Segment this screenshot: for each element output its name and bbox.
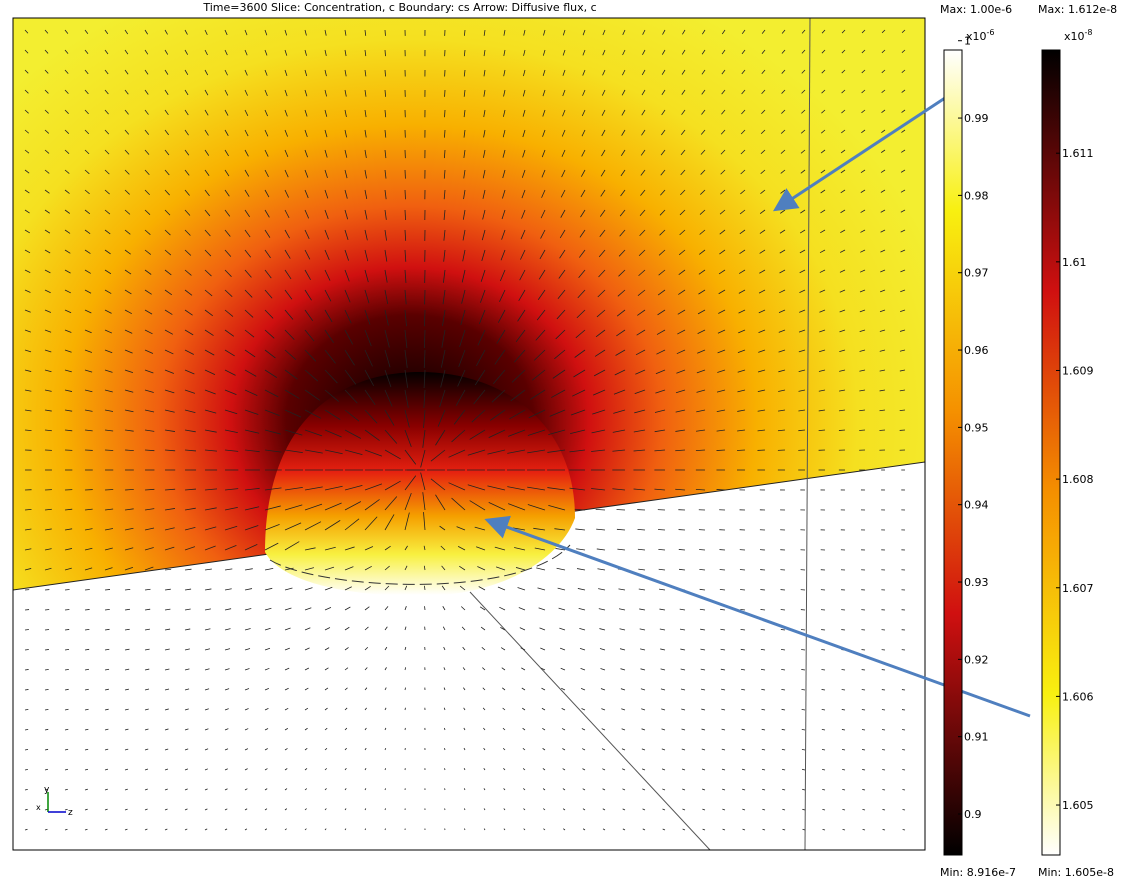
colorbar-exponent: x10-8 (1064, 28, 1093, 43)
flux-arrow (862, 769, 865, 770)
flux-arrow (25, 649, 29, 650)
flux-arrow (405, 688, 406, 690)
flux-arrow (717, 489, 725, 490)
flux-arrow (385, 788, 386, 790)
colorbar-tick-label: 0.98 (964, 189, 989, 202)
colorbar-tick-label: 1.609 (1062, 364, 1094, 377)
flux-arrow (105, 589, 110, 590)
flux-arrow (658, 529, 665, 530)
flux-arrow (882, 749, 885, 750)
flux-arrow (903, 809, 905, 810)
colorbar-tick-label: 0.96 (964, 344, 989, 357)
colorbar-tick-label: 0.93 (964, 576, 989, 589)
flux-arrow (821, 669, 825, 670)
flux-arrow (65, 629, 69, 630)
flux-arrow (65, 609, 69, 610)
colorbar-tick-label: 0.92 (964, 653, 989, 666)
flux-arrow (801, 649, 805, 650)
plot-area (13, 18, 925, 850)
flux-arrow (882, 809, 885, 810)
colorbar-tick-label: 1.611 (1062, 147, 1094, 160)
colorbar-max: Max: 1.00e-6 (940, 3, 1012, 16)
plot-title: Time=3600 Slice: Concentration, c Bounda… (202, 1, 596, 14)
flux-arrow (45, 629, 49, 630)
flux-arrow (842, 709, 845, 710)
flux-arrow (25, 669, 29, 670)
flux-arrow (761, 609, 765, 610)
colorbar-tick-label: 1.607 (1062, 582, 1094, 595)
flux-arrow (781, 629, 785, 630)
flux-arrow (839, 430, 845, 431)
flux-arrow (444, 748, 445, 750)
flux-arrow (385, 70, 386, 76)
flux-arrow (444, 130, 445, 138)
triad-label: x (36, 803, 41, 812)
colorbar-min: Min: 8.916e-7 (940, 866, 1016, 879)
flux-arrow (902, 789, 905, 790)
colorbar-tick-label: 0.99 (964, 112, 989, 125)
colorbar-min: Min: 1.605e-8 (1038, 866, 1114, 879)
flux-arrow (720, 569, 725, 570)
colorbar-tick-label: 1 (964, 35, 971, 48)
flux-arrow (842, 729, 845, 730)
flux-arrow (862, 709, 865, 710)
colorbar-tick-label: 0.97 (964, 267, 989, 280)
exponent-power: -6 (987, 28, 995, 37)
flux-arrow (740, 589, 745, 590)
colorbar-tick-label: 1.61 (1062, 256, 1087, 269)
colorbar-tick-label: 1.608 (1062, 473, 1094, 486)
colorbar (944, 50, 962, 855)
flux-arrow (862, 789, 865, 790)
colorbar-tick-label: 1.606 (1062, 690, 1094, 703)
flux-arrow (85, 609, 90, 610)
flux-arrow (801, 669, 805, 670)
flux-arrow (862, 809, 865, 810)
colorbar-tick-label: 0.9 (964, 808, 982, 821)
flux-arrow (679, 549, 685, 550)
flux-arrow (903, 829, 905, 830)
flux-arrow (385, 50, 386, 56)
colorbar (1042, 50, 1060, 855)
flux-arrow (385, 808, 386, 810)
flux-arrow (717, 450, 725, 451)
screenshot: Time=3600 Slice: Concentration, c Bounda… (0, 0, 1142, 886)
flux-arrow (45, 649, 49, 650)
triad-label: y (44, 785, 50, 795)
flux-arrow (822, 689, 825, 690)
flux-arrow (842, 689, 845, 690)
flux-arrow (882, 789, 885, 790)
colorbar-tick-label: 0.94 (964, 499, 989, 512)
flux-arrow (862, 729, 865, 730)
colorbar-max: Max: 1.612e-8 (1038, 3, 1117, 16)
flux-arrow (859, 430, 865, 431)
flux-arrow (85, 589, 90, 590)
flux-arrow (105, 489, 113, 490)
triad-label: z (68, 808, 73, 818)
flux-arrow (862, 749, 865, 750)
flux-arrow (883, 829, 885, 830)
flux-arrow (105, 450, 113, 451)
flux-arrow (882, 769, 885, 770)
colorbar-tick-label: 0.91 (964, 731, 989, 744)
exponent-base: x10 (1064, 30, 1085, 43)
colorbar-tick-label: 1.605 (1062, 799, 1094, 812)
flux-arrow (424, 310, 425, 326)
flux-arrow (464, 829, 465, 830)
exponent-power: -8 (1085, 28, 1093, 37)
colorbar-tick-label: 0.95 (964, 421, 989, 434)
